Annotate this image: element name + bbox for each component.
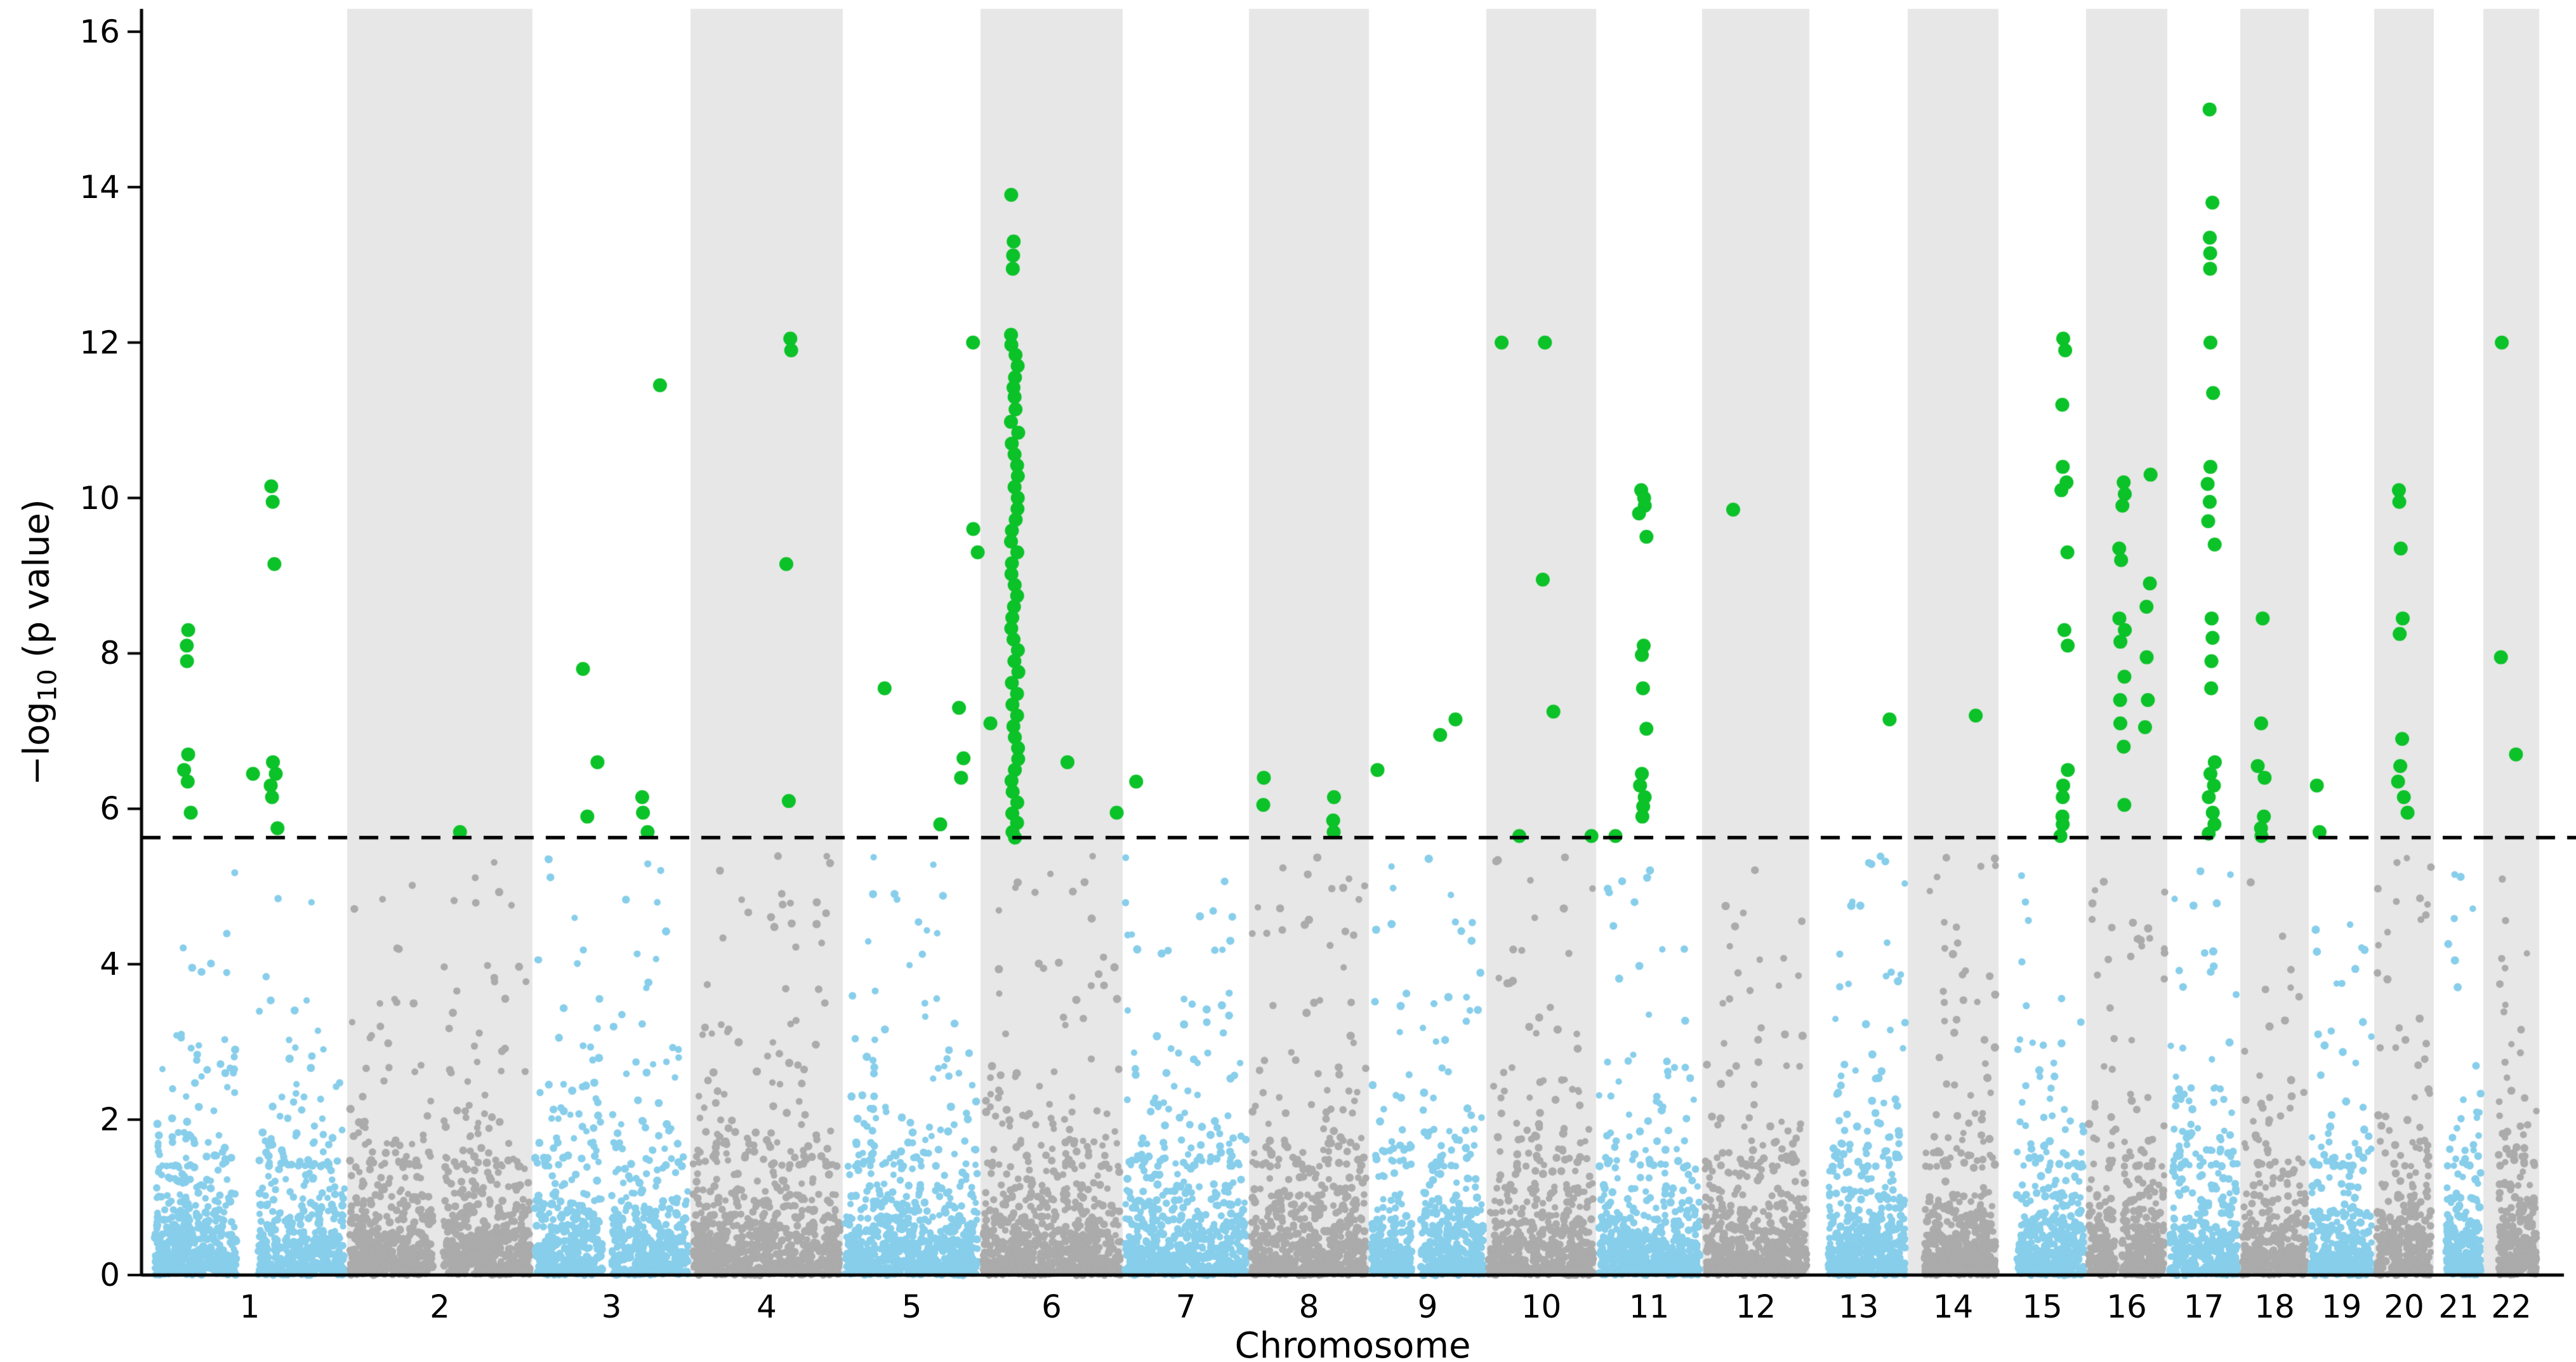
x-tick-label-chr13: 13	[1838, 1288, 1879, 1325]
y-tick-label-8: 8	[100, 635, 120, 672]
y-axis-title: −log10 (p value)	[16, 499, 62, 785]
x-tick-label-chr12: 12	[1735, 1288, 1776, 1325]
x-tick-label-chr10: 10	[1521, 1288, 1562, 1325]
x-tick-label-chr15: 15	[2022, 1288, 2063, 1325]
y-axis-title-subscript: 10	[32, 668, 63, 701]
x-tick-label-chr21: 21	[2438, 1288, 2479, 1325]
x-tick-label-chr22: 22	[2491, 1288, 2532, 1325]
x-tick-label-chr19: 19	[2321, 1288, 2362, 1325]
y-tick-label-12: 12	[79, 324, 120, 361]
y-tick-label-16: 16	[79, 13, 120, 50]
x-tick-label-chr17: 17	[2183, 1288, 2224, 1325]
x-tick-label-chr6: 6	[1041, 1288, 1062, 1325]
y-tick-label-0: 0	[100, 1257, 120, 1293]
x-tick-label-chr8: 8	[1298, 1288, 1319, 1325]
x-tick-label-chr3: 3	[601, 1288, 622, 1325]
x-tick-label-chr9: 9	[1417, 1288, 1438, 1325]
x-tick-label-chr4: 4	[756, 1288, 777, 1325]
y-axis-title-prefix: −log	[16, 701, 58, 786]
x-tick-label-chr7: 7	[1175, 1288, 1196, 1325]
x-tick-label-chr18: 18	[2254, 1288, 2295, 1325]
y-tick-label-14: 14	[79, 168, 120, 206]
x-tick-label-chr14: 14	[1932, 1288, 1974, 1325]
x-tick-label-chr20: 20	[2384, 1288, 2424, 1325]
y-tick-label-6: 6	[100, 790, 120, 828]
y-tick-label-2: 2	[100, 1101, 120, 1139]
x-tick-label-chr1: 1	[239, 1288, 260, 1325]
x-tick-label-chr2: 2	[430, 1288, 450, 1325]
y-tick-label-4: 4	[100, 946, 120, 983]
y-axis-title-suffix: (p value)	[16, 498, 58, 669]
x-tick-label-chr16: 16	[2106, 1288, 2147, 1325]
x-tick-label-chr5: 5	[901, 1288, 922, 1325]
x-axis-title: Chromosome	[1234, 1325, 1471, 1362]
y-tick-label-10: 10	[79, 479, 120, 517]
x-tick-label-chr11: 11	[1628, 1288, 1670, 1325]
